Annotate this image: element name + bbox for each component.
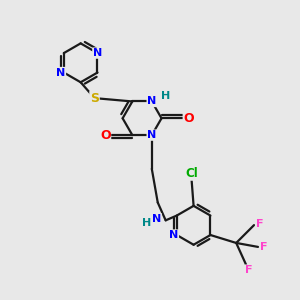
Text: F: F	[245, 265, 253, 275]
Text: H: H	[160, 91, 170, 100]
Text: S: S	[90, 92, 99, 105]
Text: N: N	[147, 97, 156, 106]
Text: O: O	[183, 112, 194, 125]
Text: F: F	[260, 242, 268, 252]
Text: O: O	[100, 129, 110, 142]
Text: H: H	[142, 218, 151, 228]
Text: Cl: Cl	[185, 167, 198, 180]
Text: N: N	[169, 230, 178, 240]
Text: N: N	[56, 68, 65, 77]
Text: F: F	[256, 219, 263, 229]
Text: N: N	[152, 214, 161, 224]
Text: N: N	[93, 48, 102, 58]
Text: N: N	[147, 130, 156, 140]
